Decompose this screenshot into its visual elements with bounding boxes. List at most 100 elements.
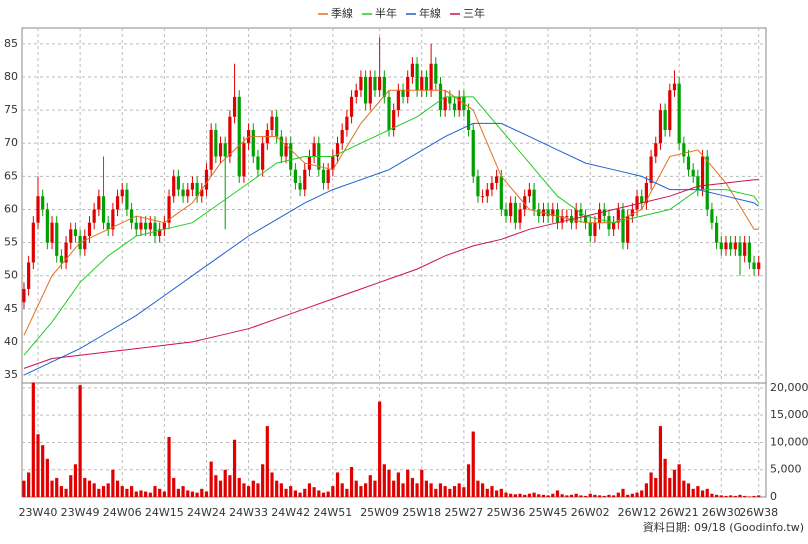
volume-bar bbox=[312, 487, 316, 497]
x-tick-label: 23W49 bbox=[61, 506, 100, 519]
volume-bar bbox=[45, 458, 49, 497]
y-tick-label: 35 bbox=[4, 368, 18, 381]
volume-bar bbox=[621, 488, 625, 497]
y-tick-label: 50 bbox=[4, 269, 18, 282]
volume-bar bbox=[396, 472, 400, 497]
volume-bar bbox=[78, 385, 82, 497]
candle-body bbox=[537, 209, 541, 217]
volume-bar bbox=[111, 469, 115, 497]
candle-body bbox=[364, 77, 368, 104]
candle-body bbox=[387, 96, 391, 130]
volume-bar bbox=[476, 480, 480, 497]
candle-body bbox=[485, 189, 489, 197]
candle-body bbox=[401, 90, 405, 97]
volume-bar bbox=[148, 492, 152, 497]
candle-body bbox=[705, 156, 709, 210]
volume-bar bbox=[602, 495, 606, 497]
candle-body bbox=[284, 143, 288, 157]
volume-bar bbox=[50, 480, 54, 497]
candle-body bbox=[738, 242, 742, 256]
volume-bar bbox=[373, 480, 377, 497]
candle-body bbox=[443, 96, 447, 111]
y-tick-label: 45 bbox=[4, 302, 18, 315]
volume-bar bbox=[387, 469, 391, 497]
candle-body bbox=[644, 182, 648, 203]
candle-body bbox=[73, 229, 78, 236]
candle-body bbox=[218, 143, 223, 157]
candle-body bbox=[509, 202, 513, 217]
volume-bar bbox=[31, 382, 35, 497]
candle-body bbox=[490, 182, 494, 190]
candle-body bbox=[710, 209, 714, 223]
volume-bar bbox=[757, 495, 761, 497]
candle-body bbox=[612, 222, 616, 230]
volume-bar bbox=[654, 477, 658, 497]
volume-bar bbox=[406, 469, 410, 497]
volume-bar bbox=[97, 488, 101, 497]
candle-body bbox=[228, 116, 232, 157]
volume-bar bbox=[747, 496, 751, 497]
volume-bar bbox=[209, 461, 213, 497]
candle-body bbox=[41, 196, 45, 210]
volume-bar bbox=[340, 483, 344, 497]
volume-bar bbox=[490, 486, 494, 497]
x-tick-label: 24W33 bbox=[229, 506, 268, 519]
volume-bar bbox=[612, 495, 616, 497]
volume-bar bbox=[218, 480, 223, 497]
volume-bar bbox=[523, 494, 527, 497]
volume-bar bbox=[303, 488, 307, 497]
ma-line bbox=[23, 122, 759, 376]
volume-bar bbox=[139, 490, 143, 497]
candle-body bbox=[691, 169, 695, 177]
volume-bar bbox=[560, 494, 564, 497]
y-tick-label: 75 bbox=[4, 103, 18, 116]
x-tick-label: 26W12 bbox=[618, 506, 657, 519]
y-tick-label: 60 bbox=[4, 202, 18, 215]
volume-bar bbox=[331, 486, 335, 497]
volume-bar bbox=[448, 488, 452, 497]
candle-body bbox=[658, 110, 663, 144]
volume-bar bbox=[69, 475, 73, 497]
volume-bar bbox=[200, 488, 204, 497]
volume-bar bbox=[583, 495, 588, 497]
candle-body bbox=[256, 156, 260, 170]
volume-bar bbox=[452, 486, 457, 497]
volume-bar bbox=[593, 494, 597, 497]
candle-body bbox=[204, 169, 209, 190]
volume-bar bbox=[415, 483, 419, 497]
candle-body bbox=[560, 216, 564, 223]
candle-body bbox=[471, 129, 475, 177]
candle-body bbox=[69, 229, 73, 243]
volume-bar bbox=[204, 491, 209, 497]
y2-tick-label: 10,000 bbox=[770, 435, 808, 448]
legend-label: 半年 bbox=[375, 6, 397, 20]
volume-bar bbox=[485, 488, 489, 497]
candle-body bbox=[195, 182, 199, 197]
ma-line bbox=[23, 179, 759, 369]
candle-body bbox=[457, 96, 461, 111]
candle-body bbox=[378, 77, 382, 91]
volume-bar bbox=[598, 495, 602, 497]
x-tick-label: 24W24 bbox=[187, 506, 226, 519]
volume-bar bbox=[481, 483, 485, 497]
candle-body bbox=[700, 156, 705, 190]
candle-body bbox=[672, 83, 677, 91]
candle-body bbox=[214, 129, 218, 157]
candle-body bbox=[298, 182, 302, 190]
volume-bar bbox=[228, 475, 232, 497]
y-tick-label: 70 bbox=[4, 136, 18, 149]
candle-body bbox=[303, 169, 307, 190]
volume-bar bbox=[569, 494, 574, 497]
volume-bar bbox=[242, 483, 246, 497]
candle-body bbox=[115, 196, 120, 210]
x-tick-label: 26W38 bbox=[739, 506, 778, 519]
volume-bar bbox=[237, 477, 241, 497]
volume-bar bbox=[527, 493, 531, 497]
volume-bar bbox=[574, 493, 578, 497]
volume-bar bbox=[195, 492, 199, 497]
volume-bar bbox=[181, 486, 185, 497]
candle-body bbox=[668, 90, 672, 130]
volume-bar bbox=[349, 467, 354, 497]
volume-bar bbox=[214, 475, 218, 497]
candle-body bbox=[663, 110, 667, 130]
